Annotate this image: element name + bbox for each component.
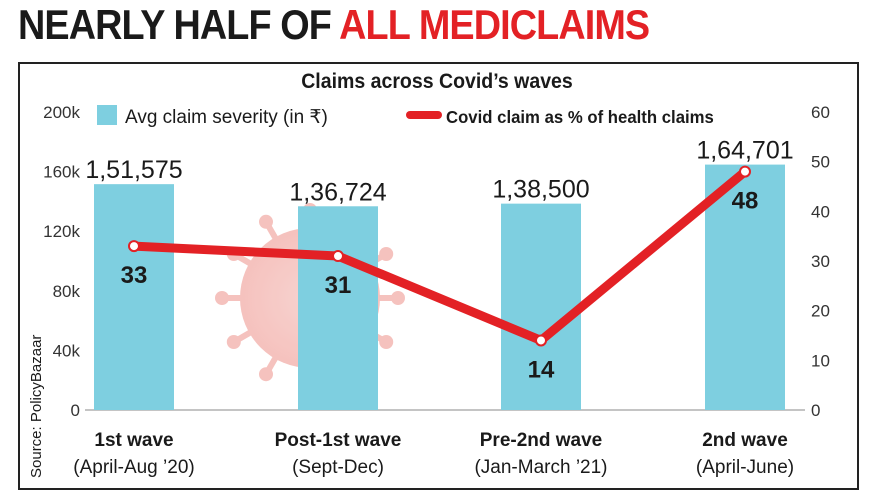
y-left-tick-label: 80k xyxy=(53,282,81,301)
legend: Avg claim severity (in ₹) Covid claim as… xyxy=(97,105,714,128)
headline-part2: ALL MEDICLAIMS xyxy=(339,1,650,48)
category-sublabel: (April-June) xyxy=(696,457,794,478)
source-note: Source: PolicyBazaar xyxy=(28,335,45,478)
virus-spike-tip xyxy=(391,291,405,305)
y-left-tick-label: 40k xyxy=(53,341,81,360)
bar xyxy=(298,206,378,410)
y-right-tick-label: 50 xyxy=(811,153,830,172)
line-point xyxy=(739,165,751,178)
chart-title: Claims across Covid’s waves xyxy=(301,70,573,93)
line-path xyxy=(129,167,750,345)
bar xyxy=(705,164,785,410)
line-point xyxy=(332,250,344,263)
virus-spike-tip xyxy=(379,335,394,349)
line-series xyxy=(128,165,751,347)
line-value-label: 31 xyxy=(325,272,352,299)
bar-value-label: 1,38,500 xyxy=(492,176,589,204)
category-label: 2nd wave xyxy=(702,430,788,451)
category-sublabel: (Jan-March ’21) xyxy=(474,457,607,478)
y-right-tick-label: 10 xyxy=(811,351,830,370)
bar xyxy=(94,184,174,410)
category-label: Pre-2nd wave xyxy=(480,430,603,451)
y-right-tick-label: 30 xyxy=(811,252,830,271)
y-left-tick-label: 0 xyxy=(71,401,80,420)
line-point xyxy=(128,240,140,253)
headline-part1: NEARLY HALF OF xyxy=(18,1,340,48)
legend-label-bars: Avg claim severity (in ₹) xyxy=(125,107,328,128)
category-labels: 1st wave (April-Aug ’20) Post-1st wave (Sep… xyxy=(73,430,794,478)
legend-label-line: Covid claim as % of health claims xyxy=(446,106,714,127)
bar-value-label: 1,36,724 xyxy=(289,178,386,206)
y-left-tick-label: 200k xyxy=(43,103,80,122)
line-value-label: 48 xyxy=(732,188,759,215)
category-label: Post-1st wave xyxy=(275,430,402,451)
virus-spike-tip xyxy=(226,335,241,349)
category-sublabel: (April-Aug ’20) xyxy=(73,457,194,478)
y-right-tick-label: 60 xyxy=(811,103,830,122)
bar-series xyxy=(94,164,785,410)
bar-value-label: 1,51,575 xyxy=(85,156,182,184)
bar-value-label: 1,64,701 xyxy=(696,137,793,165)
line-point xyxy=(535,334,547,347)
virus-spike-tip xyxy=(379,247,394,261)
virus-spike-tip xyxy=(259,214,273,229)
y-axis-left: 0 40k 80k 120k 160k 200k xyxy=(43,103,80,420)
y-left-tick-label: 120k xyxy=(43,222,80,241)
virus-spike-tip xyxy=(215,291,229,305)
legend-swatch-bars xyxy=(97,105,117,125)
category-label: 1st wave xyxy=(94,430,173,451)
virus-spike-tip xyxy=(259,367,273,382)
y-left-tick-label: 160k xyxy=(43,163,80,182)
y-right-tick-label: 0 xyxy=(811,401,820,420)
line-value-label: 33 xyxy=(121,262,148,289)
y-axis-right: 0 10 20 30 40 50 60 xyxy=(811,103,830,420)
chart-frame xyxy=(18,62,859,490)
bar xyxy=(501,203,581,410)
line-value-labels: 33 31 14 48 xyxy=(121,188,759,384)
y-right-tick-label: 20 xyxy=(811,302,830,321)
category-sublabel: (Sept-Dec) xyxy=(292,457,384,478)
line-value-label: 14 xyxy=(528,356,555,383)
bar-value-labels: 1,51,575 1,36,724 1,38,500 1,64,701 xyxy=(85,137,793,207)
headline: NEARLY HALF OF ALL MEDICLAIMS xyxy=(18,1,650,48)
y-right-tick-label: 40 xyxy=(811,202,830,221)
